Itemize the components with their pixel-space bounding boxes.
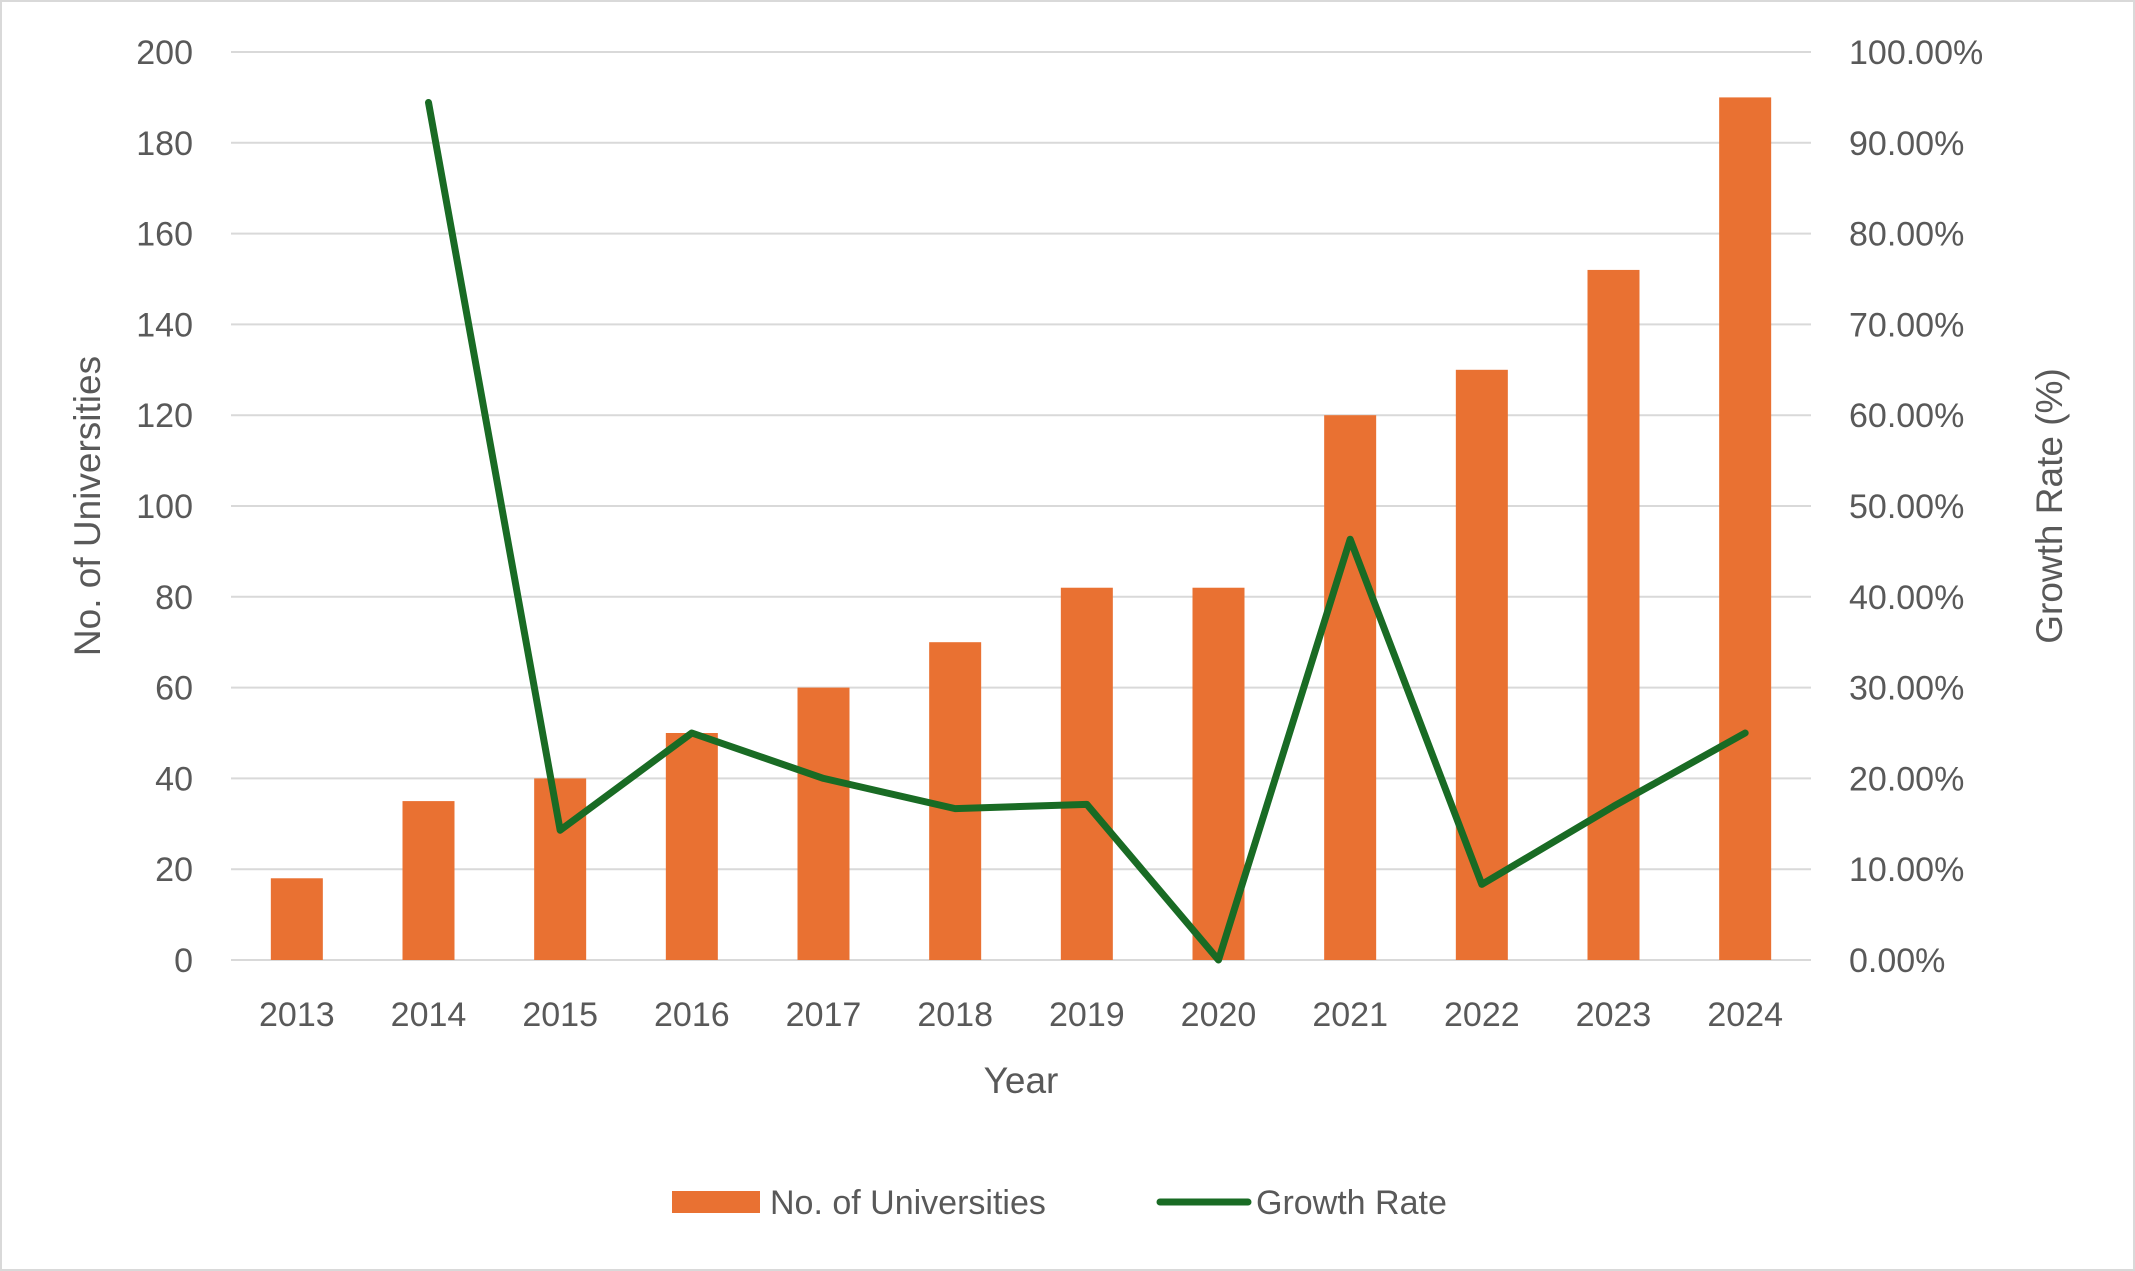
bar [665, 733, 718, 960]
x-tick-label: 2016 [654, 996, 730, 1034]
y2-axis-title: Growth Rate (%) [2029, 368, 2070, 644]
x-tick-label: 2015 [522, 996, 598, 1034]
y-tick-label: 160 [136, 216, 193, 254]
y-tick-label: 60 [155, 670, 193, 708]
y-tick-label: 40 [155, 760, 193, 798]
bar [1455, 369, 1508, 960]
x-tick-label: 2024 [1707, 996, 1783, 1034]
bar [1324, 415, 1377, 960]
bar [1719, 97, 1772, 960]
x-tick-label: 2022 [1444, 996, 1520, 1034]
y-tick-label: 0 [174, 942, 193, 980]
bar [534, 778, 587, 960]
x-tick-label: 2017 [786, 996, 862, 1034]
x-tick-label: 2021 [1312, 996, 1388, 1034]
line-series [425, 98, 1749, 964]
y2-tick-label: 40.00% [1849, 579, 1964, 617]
x-tick-label: 2018 [917, 996, 993, 1034]
y2-tick-label: 10.00% [1849, 851, 1964, 889]
y-tick-label: 20 [155, 851, 193, 889]
y2-tick-label: 0.00% [1849, 942, 1945, 980]
legend-label-bar: No. of Universities [770, 1184, 1046, 1222]
gridlines [231, 51, 1811, 961]
bar [1060, 587, 1113, 960]
y-tick-label: 200 [136, 34, 193, 72]
y2-tick-label: 70.00% [1849, 306, 1964, 344]
legend-label-line: Growth Rate [1256, 1184, 1447, 1222]
bar-series [270, 97, 1772, 960]
bar [797, 687, 850, 960]
legend: No. of Universities Growth Rate [672, 1184, 1447, 1222]
tick-labels: 0 0.00% 20 10.00% 40 20.00% 60 30.00% 80 40.00% 10… [136, 34, 1983, 1034]
bar [270, 878, 323, 960]
bar [402, 801, 455, 960]
x-tick-label: 2023 [1576, 996, 1652, 1034]
bar [1587, 269, 1640, 960]
x-tick-label: 2014 [391, 996, 467, 1034]
y-axis-title: No. of Universities [67, 356, 108, 656]
y2-tick-label: 20.00% [1849, 760, 1964, 798]
y-tick-label: 180 [136, 125, 193, 163]
y-tick-label: 120 [136, 397, 193, 435]
x-axis-title: Year [984, 1060, 1059, 1101]
x-tick-label: 2019 [1049, 996, 1125, 1034]
y-tick-label: 80 [155, 579, 193, 617]
y2-tick-label: 60.00% [1849, 397, 1964, 435]
y2-tick-label: 30.00% [1849, 670, 1964, 708]
y2-tick-label: 50.00% [1849, 488, 1964, 526]
y2-tick-label: 80.00% [1849, 216, 1964, 254]
y2-tick-label: 100.00% [1849, 34, 1983, 72]
y2-tick-label: 90.00% [1849, 125, 1964, 163]
y-tick-label: 140 [136, 306, 193, 344]
legend-swatch-bar [672, 1191, 760, 1213]
x-tick-label: 2020 [1181, 996, 1257, 1034]
x-tick-label: 2013 [259, 996, 335, 1034]
y-tick-label: 100 [136, 488, 193, 526]
